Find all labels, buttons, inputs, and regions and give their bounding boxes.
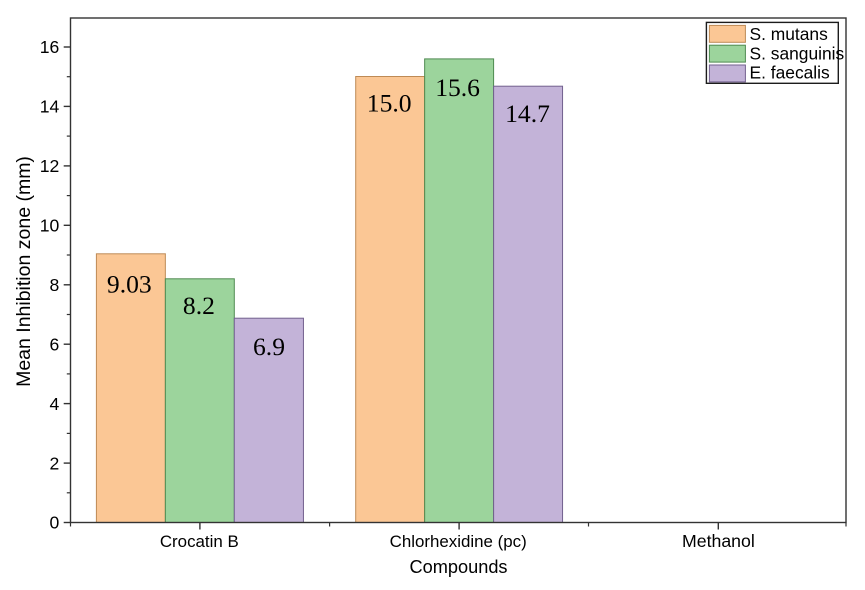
svg-text:14.7: 14.7 [505,99,550,128]
svg-text:6: 6 [50,334,60,354]
svg-text:Chlorhexidine (pc): Chlorhexidine (pc) [390,532,527,551]
svg-text:E. faecalis: E. faecalis [750,63,831,83]
svg-text:4: 4 [50,394,60,414]
svg-text:8: 8 [50,275,60,295]
svg-text:15.6: 15.6 [435,73,480,102]
svg-text:15.0: 15.0 [367,89,412,118]
svg-text:6.9: 6.9 [253,332,285,361]
svg-text:S. mutans: S. mutans [750,24,829,44]
svg-text:S. sanguinis: S. sanguinis [750,43,845,63]
svg-text:14: 14 [40,97,60,117]
svg-text:Compounds: Compounds [409,557,507,577]
svg-text:2: 2 [50,453,60,473]
svg-text:Methanol: Methanol [682,531,755,551]
svg-text:10: 10 [40,216,60,236]
svg-text:16: 16 [40,37,60,57]
svg-text:Mean Inhibition zone (mm): Mean Inhibition zone (mm) [13,156,35,387]
svg-text:12: 12 [40,156,60,176]
svg-text:0: 0 [50,513,60,533]
svg-text:8.2: 8.2 [183,291,215,320]
svg-text:Crocatin B: Crocatin B [160,532,239,551]
svg-text:9.03: 9.03 [107,270,152,299]
